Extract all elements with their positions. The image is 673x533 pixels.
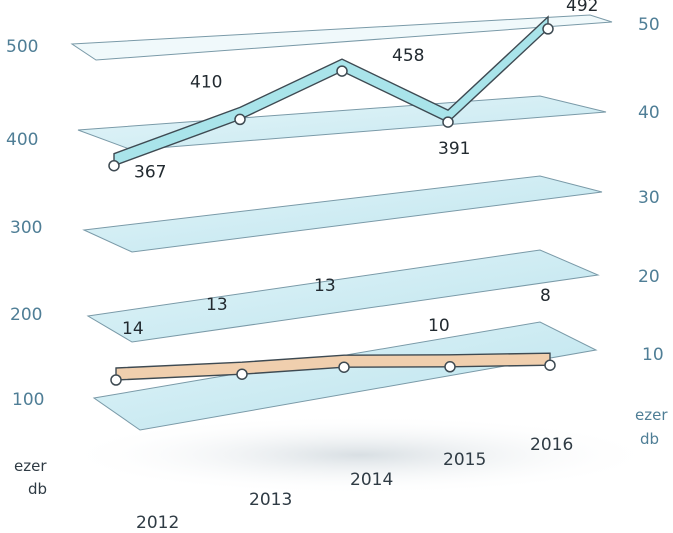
year-label: 2013 — [249, 490, 292, 510]
series-lower-data-label: 10 — [428, 316, 450, 336]
left-tick-300: 300 — [10, 218, 42, 238]
series-upper-data-label: 410 — [190, 72, 222, 92]
plane-100 — [92, 321, 598, 431]
series-lower-data-label: 13 — [206, 295, 228, 315]
right-unit-line2: db — [640, 430, 659, 448]
series-lower-data-label: 8 — [540, 286, 551, 306]
series-upper-point — [542, 23, 554, 35]
series-upper: 367 410 458 391 492 — [108, 0, 598, 183]
series-upper-data-label: 391 — [438, 139, 470, 159]
left-tick-100: 100 — [12, 390, 44, 410]
series-lower-point — [338, 361, 350, 373]
right-tick-40: 40 — [638, 103, 660, 123]
year-label: 2014 — [350, 470, 393, 490]
plane-200 — [86, 249, 600, 343]
right-tick-30: 30 — [638, 188, 660, 208]
series-upper-point — [442, 116, 454, 128]
left-tick-500: 500 — [6, 37, 38, 57]
right-axis: 50 40 30 20 10 ezer db — [635, 15, 668, 448]
right-tick-50: 50 — [638, 15, 660, 35]
right-tick-10: 10 — [642, 345, 664, 365]
right-unit-line1: ezer — [635, 406, 668, 424]
series-upper-data-label: 492 — [566, 0, 598, 16]
series-lower-point — [544, 359, 556, 371]
series-lower-data-label: 13 — [314, 276, 336, 296]
x-axis: 2012 2013 2014 2015 2016 — [136, 435, 573, 533]
series-lower: 14 13 13 10 8 — [110, 276, 556, 386]
series-lower-point — [110, 374, 122, 386]
planes — [70, 14, 613, 431]
series-upper-point — [336, 65, 348, 77]
series-upper-point — [108, 159, 120, 172]
year-label: 2012 — [136, 513, 179, 533]
year-label: 2015 — [443, 450, 486, 470]
year-label: 2016 — [530, 435, 573, 455]
left-unit-line1: ezer — [14, 457, 47, 475]
series-upper-point — [234, 113, 246, 126]
right-tick-20: 20 — [638, 267, 660, 287]
plane-400 — [77, 95, 607, 151]
series-lower-point — [236, 368, 248, 380]
series-lower-point — [444, 361, 456, 373]
left-unit-line2: db — [28, 480, 47, 498]
floor-shadow — [60, 415, 660, 495]
plane-300 — [82, 175, 603, 253]
left-tick-400: 400 — [6, 130, 38, 150]
series-upper-data-label: 458 — [392, 46, 424, 66]
left-axis: 500 400 300 200 100 ezer db — [6, 37, 47, 498]
plane-500 — [70, 14, 613, 61]
series-lower-data-label: 14 — [122, 319, 144, 339]
series-upper-data-label: 367 — [134, 163, 166, 183]
left-tick-200: 200 — [10, 305, 42, 325]
